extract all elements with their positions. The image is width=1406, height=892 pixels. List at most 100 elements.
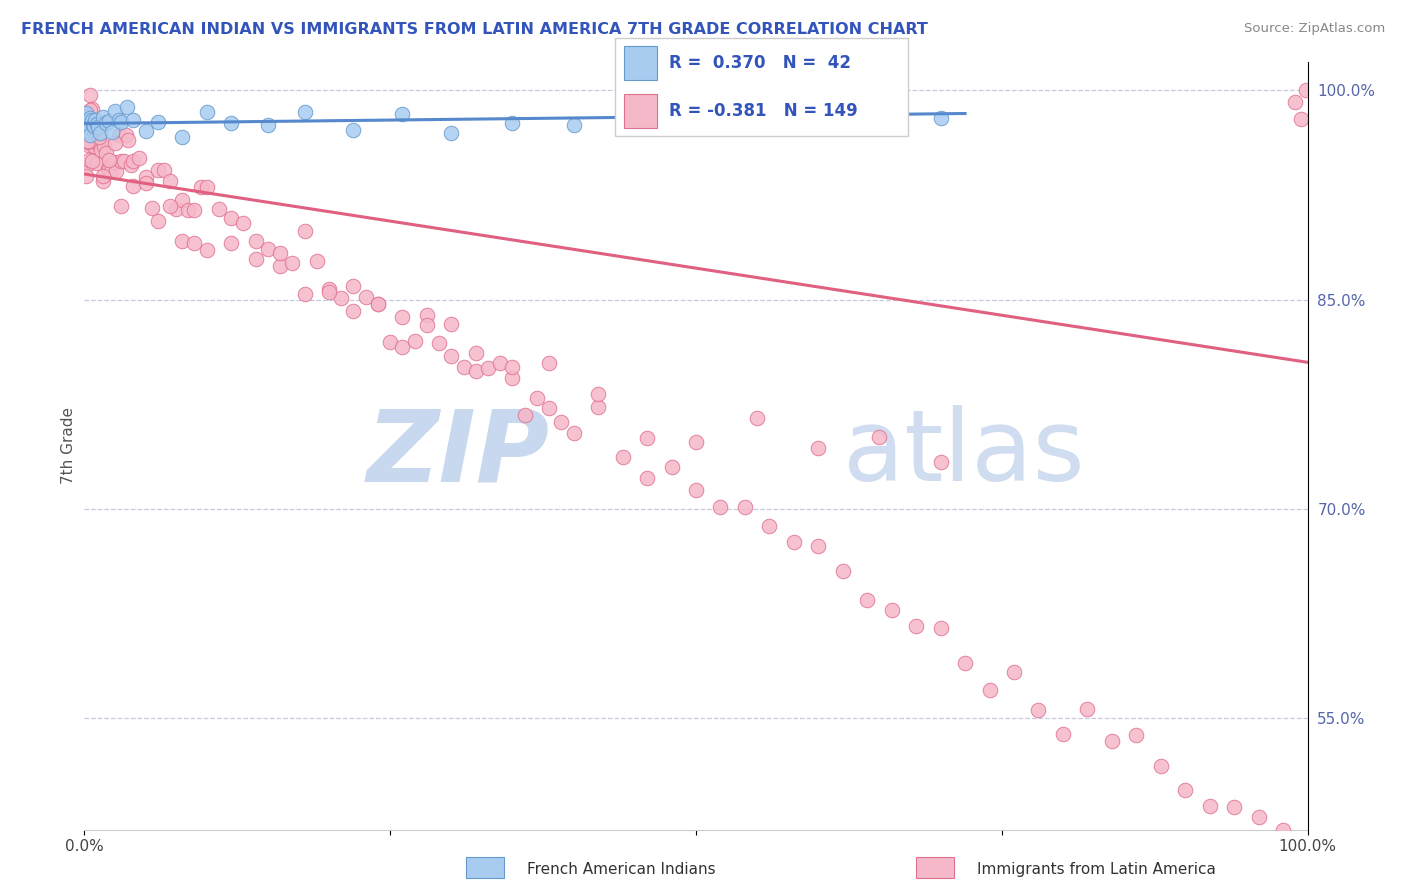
Point [153,163,176,178]
Point [305,254,328,268]
Point [342,304,364,318]
Point [77,156,100,170]
Point [758,518,780,533]
Point [1272,822,1295,837]
Point [112,154,135,169]
Point [391,107,413,121]
Point [75,106,97,120]
Point [146,163,169,178]
Point [76,120,98,134]
Point [82,119,104,133]
FancyBboxPatch shape [917,856,953,879]
Point [94,115,117,129]
Point [80,112,103,127]
Point [245,234,267,248]
Point [1198,798,1220,813]
Point [709,500,731,515]
Point [76,109,98,123]
Point [1076,702,1098,716]
Point [97,113,120,128]
Point [84,113,107,128]
Point [110,153,132,168]
Point [453,360,475,375]
Point [440,350,463,364]
Text: atlas: atlas [842,405,1084,502]
Point [929,455,952,469]
Point [1291,112,1313,126]
Point [77,124,100,138]
Point [636,471,658,485]
Text: ZIP: ZIP [366,405,550,502]
Point [80,102,103,116]
Point [440,126,463,140]
Point [77,120,100,134]
Point [709,113,731,128]
Point [294,287,316,301]
Point [219,211,242,225]
Point [636,431,658,445]
Point [1223,800,1246,814]
Text: FRENCH AMERICAN INDIAN VS IMMIGRANTS FROM LATIN AMERICA 7TH GRADE CORRELATION CH: FRENCH AMERICAN INDIAN VS IMMIGRANTS FRO… [21,22,928,37]
Point [97,153,120,168]
Point [80,136,103,151]
Point [953,657,976,671]
Point [502,359,524,374]
Point [538,356,561,370]
Point [77,137,100,152]
Point [562,426,585,441]
Point [122,112,145,127]
Point [79,111,101,125]
Point [172,234,194,248]
Point [103,155,125,169]
Point [502,116,524,130]
Point [586,387,609,401]
Text: R =  0.370   N =  42: R = 0.370 N = 42 [669,54,851,72]
Point [905,619,928,633]
Text: Immigrants from Latin America: Immigrants from Latin America [977,863,1216,877]
Text: Source: ZipAtlas.com: Source: ZipAtlas.com [1244,22,1385,36]
Point [440,317,463,331]
Point [107,112,129,127]
Point [115,128,138,142]
Point [1150,759,1173,773]
Point [464,364,486,378]
Point [91,174,114,188]
Point [880,602,903,616]
Point [257,118,280,132]
Point [245,252,267,267]
Point [831,564,853,578]
Point [586,400,609,414]
Point [165,202,187,216]
Point [232,216,254,230]
Point [76,136,98,150]
Point [77,153,100,167]
Point [89,126,111,140]
Point [195,105,218,120]
Point [1052,727,1074,741]
Point [747,103,769,118]
Point [87,120,110,134]
Point [294,105,316,120]
Point [538,401,561,415]
Point [90,143,112,157]
Point [807,441,830,455]
Point [146,213,169,227]
Point [100,163,122,178]
Point [685,483,707,497]
Point [342,122,364,136]
Point [122,178,145,193]
Text: R = -0.381   N = 149: R = -0.381 N = 149 [669,102,858,120]
Point [107,128,129,142]
Point [120,158,142,172]
Point [80,154,103,169]
Point [77,124,100,138]
Point [367,297,389,311]
Point [257,242,280,256]
Point [219,236,242,251]
Point [550,416,572,430]
Point [1028,703,1050,717]
Point [83,120,105,134]
Point [128,151,150,165]
Point [110,199,132,213]
Point [76,117,98,131]
